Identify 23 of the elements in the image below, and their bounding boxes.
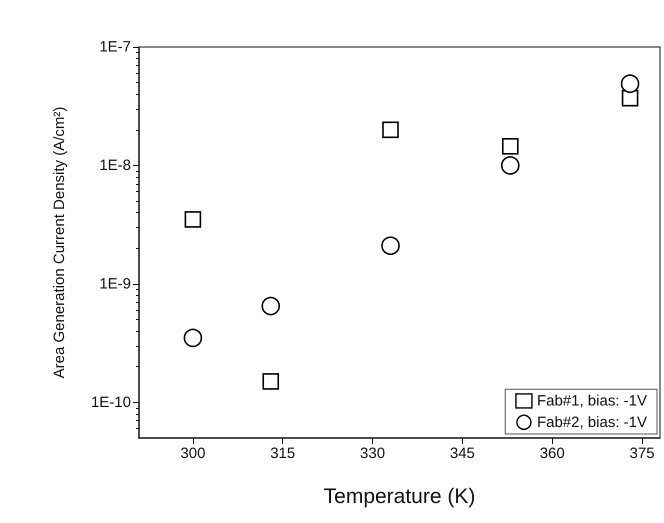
legend-label: Fab#2, bias: -1V xyxy=(536,414,647,431)
point xyxy=(184,211,202,228)
point xyxy=(262,373,280,390)
point xyxy=(261,296,280,316)
point xyxy=(501,156,520,175)
x-tick-label: 300 xyxy=(180,445,206,462)
x-axis-title: Temperature (K) xyxy=(324,485,476,508)
y-axis-title: Area Generation Current Density (A/cm²) xyxy=(51,106,68,378)
x-tick-label: 315 xyxy=(270,445,296,462)
point xyxy=(184,328,202,348)
point xyxy=(620,74,640,93)
x-tick-label: 330 xyxy=(360,445,386,462)
point xyxy=(382,121,399,138)
x-tick-label: 375 xyxy=(630,445,655,462)
y-tick-label: 1E-7 xyxy=(99,38,131,56)
y-tick-label: 1E-10 xyxy=(90,394,131,411)
point xyxy=(502,138,519,155)
legend-label: Fab#1, bias: -1V xyxy=(536,392,647,410)
y-tick-label: 1E-8 xyxy=(99,156,131,174)
x-tick-label: 360 xyxy=(540,445,565,462)
y-tick-label: 1E-9 xyxy=(99,275,131,292)
x-tick-label: 345 xyxy=(450,445,475,462)
point xyxy=(381,236,400,256)
